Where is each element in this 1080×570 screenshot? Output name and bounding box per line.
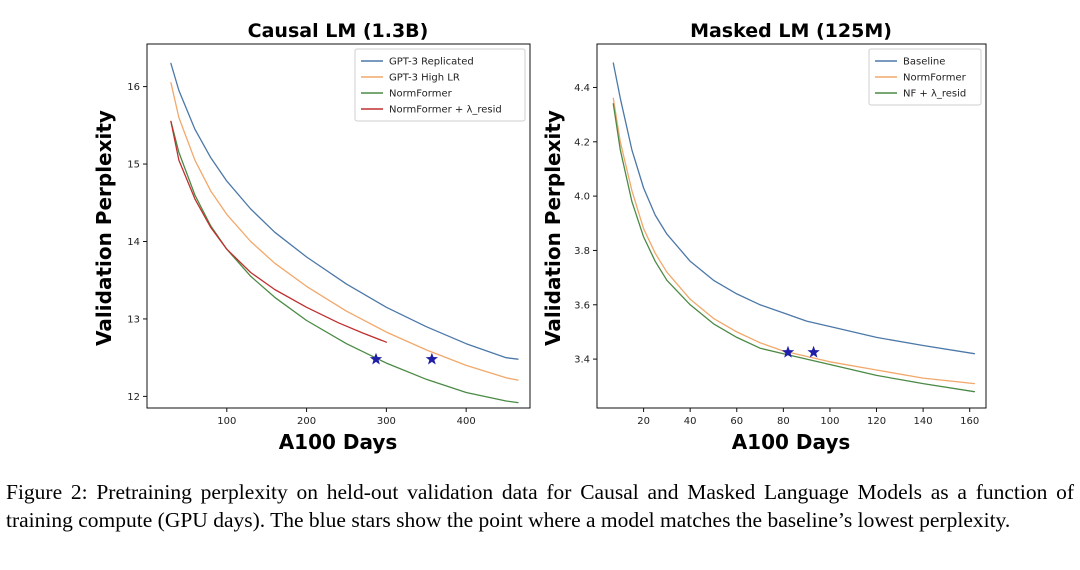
y-axis-label: Validation Perplexity [541,110,565,346]
series-line-orange [170,82,519,381]
x-tick-label: 400 [457,416,476,427]
series-line-orange [612,97,976,385]
x-tick-label: 100 [217,416,236,427]
series-layer [612,62,976,393]
chart-title: Causal LM (1.3B) [248,20,429,42]
y-tick-label: 14 [127,237,140,248]
series-line-green [170,120,519,404]
x-tick-label: 60 [730,416,743,427]
legend: Baseline NormFormer NF + λ_resid [868,48,982,106]
figure-caption: Figure 2: Pretraining perplexity on held… [6,480,1074,532]
y-tick-label: 4.4 [574,83,590,94]
y-tick-label: 4.2 [574,137,590,148]
y-tick-label: 16 [127,82,140,93]
y-tick-label: 13 [127,314,140,325]
plot-frame [596,43,987,409]
series-line-red [170,120,388,343]
marker-layer [781,345,820,358]
marker-layer [369,352,438,365]
x-tick-label: 80 [777,416,790,427]
legend-entry: NormFormer [389,89,453,100]
tick-layer: 20 40 60 80 100 120 140 160 3.4 3.6 3.8 4.0 4.2 4.4 [574,83,979,427]
y-tick-label: 3.4 [574,355,590,366]
y-tick-label: 15 [127,160,140,171]
x-axis-label: A100 Days [732,430,851,454]
x-tick-label: 140 [914,416,933,427]
y-tick-label: 4.0 [574,192,590,203]
legend-entry: GPT-3 High LR [389,73,460,84]
legend-box [354,48,526,122]
tick-layer: 100 200 300 400 12 13 14 15 16 [127,82,475,427]
masked-lm-chart: Masked LM (125M) 20 40 60 80 100 120 140 160 3.4… [541,20,987,454]
legend-entry: NormFormer [903,73,967,84]
y-axis-label: Validation Perplexity [92,110,116,346]
star-marker [369,352,383,365]
legend-entry: Baseline [903,57,945,68]
star-marker [781,345,795,358]
y-tick-label: 3.8 [574,246,590,257]
legend-box [868,48,982,106]
y-tick-label: 12 [127,392,140,403]
plot-frame [146,43,531,409]
chart-title: Masked LM (125M) [690,20,892,42]
x-tick-label: 20 [637,416,650,427]
x-tick-label: 100 [820,416,839,427]
legend-entry: NF + λ_resid [903,89,966,100]
legend-entry: NormFormer + λ_resid [389,105,502,116]
legend-entry: GPT-3 Replicated [389,57,474,68]
x-tick-label: 300 [377,416,396,427]
star-marker [807,345,820,358]
x-tick-label: 120 [867,416,886,427]
causal-lm-chart: Causal LM (1.3B) 100 200 300 4001213141516 … [92,20,531,454]
x-tick-label: 40 [684,416,697,427]
y-tick-label: 3.6 [574,300,590,311]
series-line-green [612,103,976,393]
legend: GPT-3 Replicated GPT-3 High LR NormFormer N… [354,48,526,122]
x-tick-label: 160 [960,416,979,427]
star-marker [425,352,438,365]
series-line-blue [170,62,519,360]
x-axis-label: A100 Days [279,430,398,454]
series-layer [170,62,519,404]
series-line-blue [612,62,976,355]
x-tick-label: 200 [297,416,316,427]
